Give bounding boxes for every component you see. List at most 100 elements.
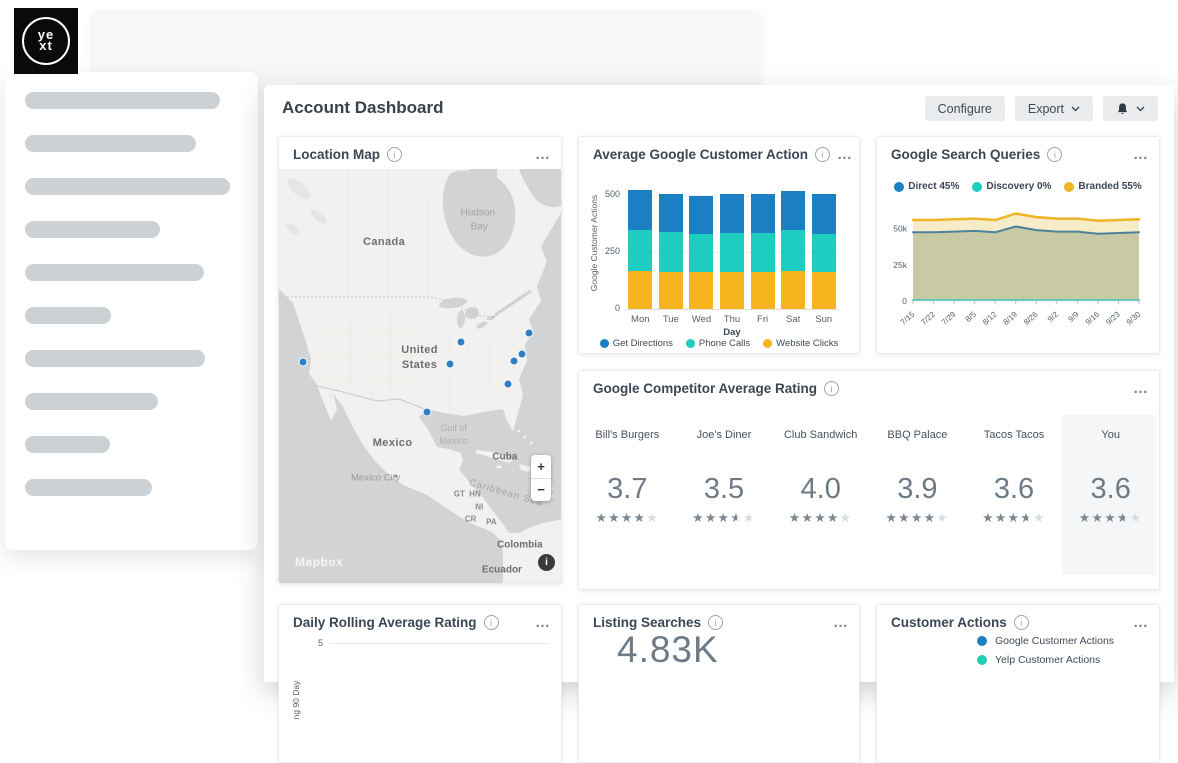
card-menu-icon[interactable]: … — [535, 145, 551, 163]
chevron-down-icon — [1071, 106, 1080, 111]
info-icon[interactable]: i — [1013, 615, 1029, 630]
sidebar-skeleton-bar — [25, 178, 230, 195]
card-menu-icon[interactable]: … — [833, 613, 849, 631]
card-menu-icon[interactable]: … — [1133, 613, 1149, 631]
info-icon[interactable]: i — [387, 147, 402, 162]
legend-label: Discovery 0% — [986, 181, 1052, 192]
area-chart-xtick: 7/29 — [940, 309, 958, 326]
legend-label: Get Directions — [612, 338, 673, 349]
bar-chart-xtick: Tue — [662, 314, 679, 325]
export-button[interactable]: Export — [1014, 96, 1093, 121]
star-rating: ★★★★★★★★★★ — [885, 511, 950, 525]
info-icon[interactable]: i — [824, 381, 840, 396]
card-menu-icon[interactable]: … — [535, 613, 551, 631]
map-label: PA — [486, 517, 497, 527]
info-icon[interactable]: i — [708, 615, 724, 630]
map-label: Mexico — [439, 436, 468, 447]
you-column-highlight — [1062, 415, 1156, 575]
area-chart-xtick: 9/30 — [1125, 309, 1143, 326]
area-chart-xtick: 8/12 — [981, 309, 999, 326]
bar-chart-xtick: Thu — [723, 314, 741, 325]
map-label: NI — [475, 502, 484, 512]
legend-label: Branded 55% — [1078, 181, 1142, 192]
bar-chart-xlabel: Day — [723, 327, 741, 338]
header-actions: Configure Export — [924, 96, 1158, 121]
map-label: Mexico — [372, 436, 413, 449]
bar-segment — [658, 193, 683, 233]
bar-chart-ytick: 0 — [614, 303, 620, 313]
competitor-column: Tacos Tacos 3.6 ★★★★★★★★★★ — [966, 429, 1063, 527]
sidebar-skeleton-bar — [25, 436, 110, 453]
legend-dot — [977, 636, 987, 646]
info-icon[interactable]: i — [483, 615, 499, 630]
bar-chart-legend: Get Directions Phone Calls Website Clicks — [579, 338, 859, 349]
bar-segment — [781, 271, 806, 309]
card-title: Location Map — [293, 147, 380, 162]
map-canvas — [279, 169, 561, 583]
chevron-down-icon — [1136, 106, 1145, 111]
yext-logo: ye xt — [14, 8, 78, 74]
map[interactable]: Hudson Bay Canada United States Mexico Mexico … — [279, 169, 561, 583]
map-zoom-in-button[interactable]: + — [531, 455, 551, 478]
info-icon[interactable]: i — [815, 147, 831, 162]
bar-segment — [811, 194, 836, 234]
card-menu-icon[interactable]: … — [837, 145, 854, 163]
bar-segment — [720, 271, 744, 309]
legend-item: Phone Calls — [685, 338, 750, 349]
configure-button[interactable]: Configure — [924, 96, 1005, 121]
star-rating-fill: ★★★★★ — [692, 512, 736, 525]
competitor-name: Club Sandwich — [783, 429, 858, 441]
card-menu-icon[interactable]: … — [1133, 379, 1149, 397]
card-title: Google Search Queries — [891, 147, 1041, 162]
star-rating: ★★★★★★★★★★ — [1078, 511, 1143, 525]
bar-segment — [689, 233, 714, 272]
map-label: United — [401, 343, 438, 356]
legend-dot — [894, 181, 905, 192]
legend-item: Branded 55% — [1064, 181, 1142, 192]
bar-segment — [720, 194, 744, 233]
sidebar-skeleton-bar — [25, 479, 152, 496]
notifications-button[interactable] — [1103, 96, 1158, 121]
bar-chart-gridline — [625, 309, 839, 310]
competitor-rating-value: 3.6 — [993, 473, 1035, 505]
map-zoom-out-button[interactable]: − — [531, 479, 551, 502]
dashboard-panel: Account Dashboard Configure Export Locat… — [264, 85, 1174, 763]
page-title: Account Dashboard — [282, 98, 444, 117]
location-dot — [299, 358, 307, 366]
area-chart-ytick: 50k — [893, 224, 907, 234]
bar-segment — [628, 271, 653, 309]
bar-segment — [750, 232, 775, 272]
area-chart-xtick: 9/23 — [1104, 309, 1122, 326]
star-rating: ★★★★★★★★★★ — [595, 511, 660, 525]
competitor-name: Tacos Tacos — [983, 429, 1045, 441]
location-dot — [525, 329, 533, 337]
legend-dot — [1064, 181, 1075, 192]
bar-segment — [658, 232, 683, 272]
bar-chart-xtick: Fri — [757, 314, 769, 325]
legend-item: Direct 45% — [894, 181, 959, 192]
star-rating-fill: ★★★★★ — [1078, 512, 1125, 525]
star-rating: ★★★★★★★★★★ — [692, 511, 756, 525]
area-chart-ytick: 25k — [893, 260, 907, 270]
competitor-rating-value: 3.6 — [1090, 473, 1131, 505]
bar-segment — [689, 195, 714, 234]
sidebar-skeleton-bar — [25, 393, 158, 410]
sidebar-skeleton-bar — [25, 307, 111, 324]
competitor-name: Bill's Burgers — [595, 429, 660, 441]
area-chart: 0 25k 50k 7/15 7/22 7/29 8/5 8/12 8/19 8/26 9/2 9/9… — [877, 197, 1159, 353]
bell-icon — [1117, 102, 1128, 114]
star-rating-fill: ★★★★★ — [595, 512, 643, 525]
legend-label: Yelp Customer Actions — [995, 654, 1101, 666]
info-icon[interactable]: i — [1047, 147, 1063, 162]
mapbox-logo[interactable]: Mapbox — [295, 555, 344, 569]
map-label: HN — [469, 489, 481, 499]
star-rating: ★★★★★★★★★★ — [788, 511, 853, 525]
area-chart-line — [912, 225, 1140, 235]
bar-chart-ytick: 250 — [604, 245, 620, 256]
card-menu-icon[interactable]: … — [1133, 145, 1149, 163]
map-attribution-icon[interactable]: i — [538, 554, 555, 571]
location-dot — [510, 357, 518, 365]
competitor-rating-value: 4.0 — [800, 473, 841, 505]
legend-label: Website Clicks — [776, 338, 839, 349]
yext-logo-text-bottom: xt — [39, 38, 53, 53]
